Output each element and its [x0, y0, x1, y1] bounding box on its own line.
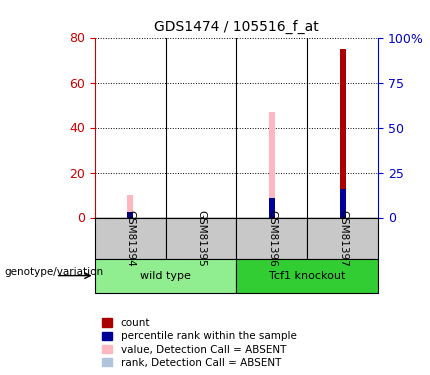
Text: GSM81396: GSM81396	[267, 210, 277, 267]
Title: GDS1474 / 105516_f_at: GDS1474 / 105516_f_at	[154, 20, 319, 34]
Bar	[269, 198, 275, 217]
Text: Tcf1 knockout: Tcf1 knockout	[269, 271, 346, 280]
Text: GSM81395: GSM81395	[196, 210, 206, 267]
Legend: count, percentile rank within the sample, value, Detection Call = ABSENT, rank, : count, percentile rank within the sample…	[100, 316, 298, 370]
Text: GSM81397: GSM81397	[338, 210, 348, 267]
Text: wild type: wild type	[140, 271, 191, 280]
Bar	[127, 212, 133, 217]
Bar	[269, 198, 275, 217]
Bar	[269, 112, 275, 218]
Bar	[340, 49, 346, 217]
Bar	[95, 217, 166, 259]
Bar	[340, 189, 346, 218]
Text: GSM81394: GSM81394	[125, 210, 135, 267]
Bar	[95, 259, 237, 292]
Bar	[127, 212, 133, 217]
Bar	[307, 217, 378, 259]
Bar	[127, 195, 133, 217]
Bar	[237, 259, 378, 292]
Text: genotype/variation: genotype/variation	[4, 267, 104, 277]
Bar	[166, 217, 237, 259]
Bar	[237, 217, 307, 259]
